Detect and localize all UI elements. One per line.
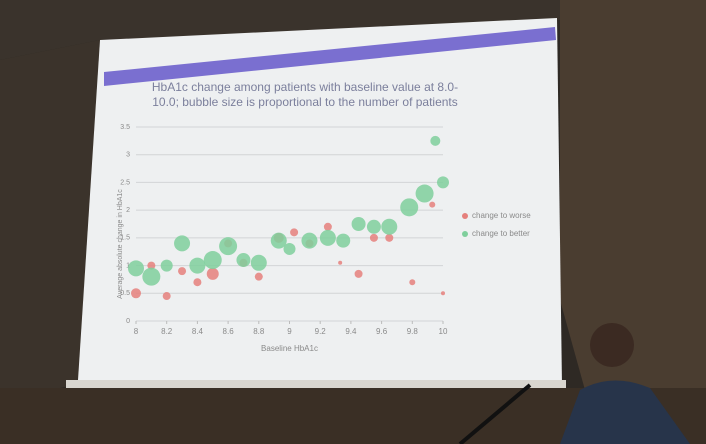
bubble [385, 233, 394, 242]
x-tick-label: 9.8 [407, 327, 419, 336]
bubble [162, 292, 171, 301]
speaker-body [560, 380, 690, 444]
bubble [189, 257, 206, 274]
wall-left [0, 40, 100, 400]
bubble [409, 279, 416, 286]
bubble [290, 228, 299, 237]
bubble [193, 278, 202, 287]
bubble [369, 233, 378, 242]
x-tick-label: 8.2 [161, 327, 173, 336]
x-tick-label: 9 [287, 327, 292, 336]
bubble [283, 242, 296, 255]
bubble [270, 232, 287, 249]
bubble [430, 135, 441, 146]
bubble [415, 184, 434, 203]
bubble [338, 260, 343, 265]
bubble [400, 198, 419, 217]
x-tick-label: 8 [134, 327, 139, 336]
bubble [441, 291, 445, 296]
screen [78, 18, 562, 386]
x-tick-label: 8.4 [192, 327, 204, 336]
microphone [458, 383, 532, 444]
chart-title: HbA1c change among patients with baselin… [151, 80, 459, 109]
bubble [366, 219, 381, 234]
bubble [147, 261, 156, 270]
bubble [174, 235, 191, 252]
bubble [206, 267, 219, 280]
screen-frame [66, 380, 566, 388]
legend-marker [462, 213, 468, 219]
slide-bar [104, 27, 556, 86]
bubble [381, 218, 398, 235]
x-tick-label: 10 [439, 327, 448, 336]
bubble [323, 222, 332, 231]
y-tick-label: 2.5 [120, 179, 130, 186]
bubble [142, 267, 161, 286]
bubble [250, 254, 267, 271]
y-tick-label: 0 [126, 318, 130, 325]
y-tick-label: 3 [126, 152, 130, 159]
legend-label: change to better [472, 229, 530, 238]
bubble [301, 232, 318, 249]
bubble [354, 269, 363, 278]
bubble [178, 267, 187, 276]
bubble [254, 272, 263, 281]
legend-marker [462, 231, 468, 237]
bubble [351, 217, 366, 231]
y-tick-label: 2 [126, 207, 130, 214]
bubble [429, 201, 436, 208]
bubble [219, 237, 238, 256]
x-axis-label: Baseline HbA1c [261, 344, 318, 353]
bubble [336, 233, 351, 248]
x-tick-label: 9.6 [376, 327, 388, 336]
y-tick-label: 1 [126, 262, 130, 269]
y-axis-label: Average absolute change in HbA1c [117, 189, 124, 299]
bubble [319, 229, 336, 246]
bubble [131, 288, 141, 299]
wall [560, 0, 706, 444]
y-tick-label: 3.5 [120, 124, 130, 131]
bubble [160, 259, 173, 272]
y-tick-label: 1.5 [120, 235, 130, 242]
speaker-head [590, 323, 634, 367]
y-tick-label: 0.5 [120, 290, 130, 297]
x-tick-label: 8.8 [253, 327, 265, 336]
ceiling [0, 0, 706, 60]
bubble [437, 176, 449, 189]
legend-label: change to worse [472, 211, 531, 220]
plot: 0 0.5 1 1.5 2 2.5 3 3.5 8 8.2 8.4 8.6 8.8 9 9.2 9.4 9.6 9… [117, 124, 531, 353]
x-tick-label: 8.6 [223, 327, 235, 336]
x-tick-label: 9.2 [315, 327, 327, 336]
bubble [236, 253, 251, 268]
x-tick-label: 9.4 [345, 327, 357, 336]
bubble [128, 260, 144, 277]
bubble [203, 251, 222, 270]
